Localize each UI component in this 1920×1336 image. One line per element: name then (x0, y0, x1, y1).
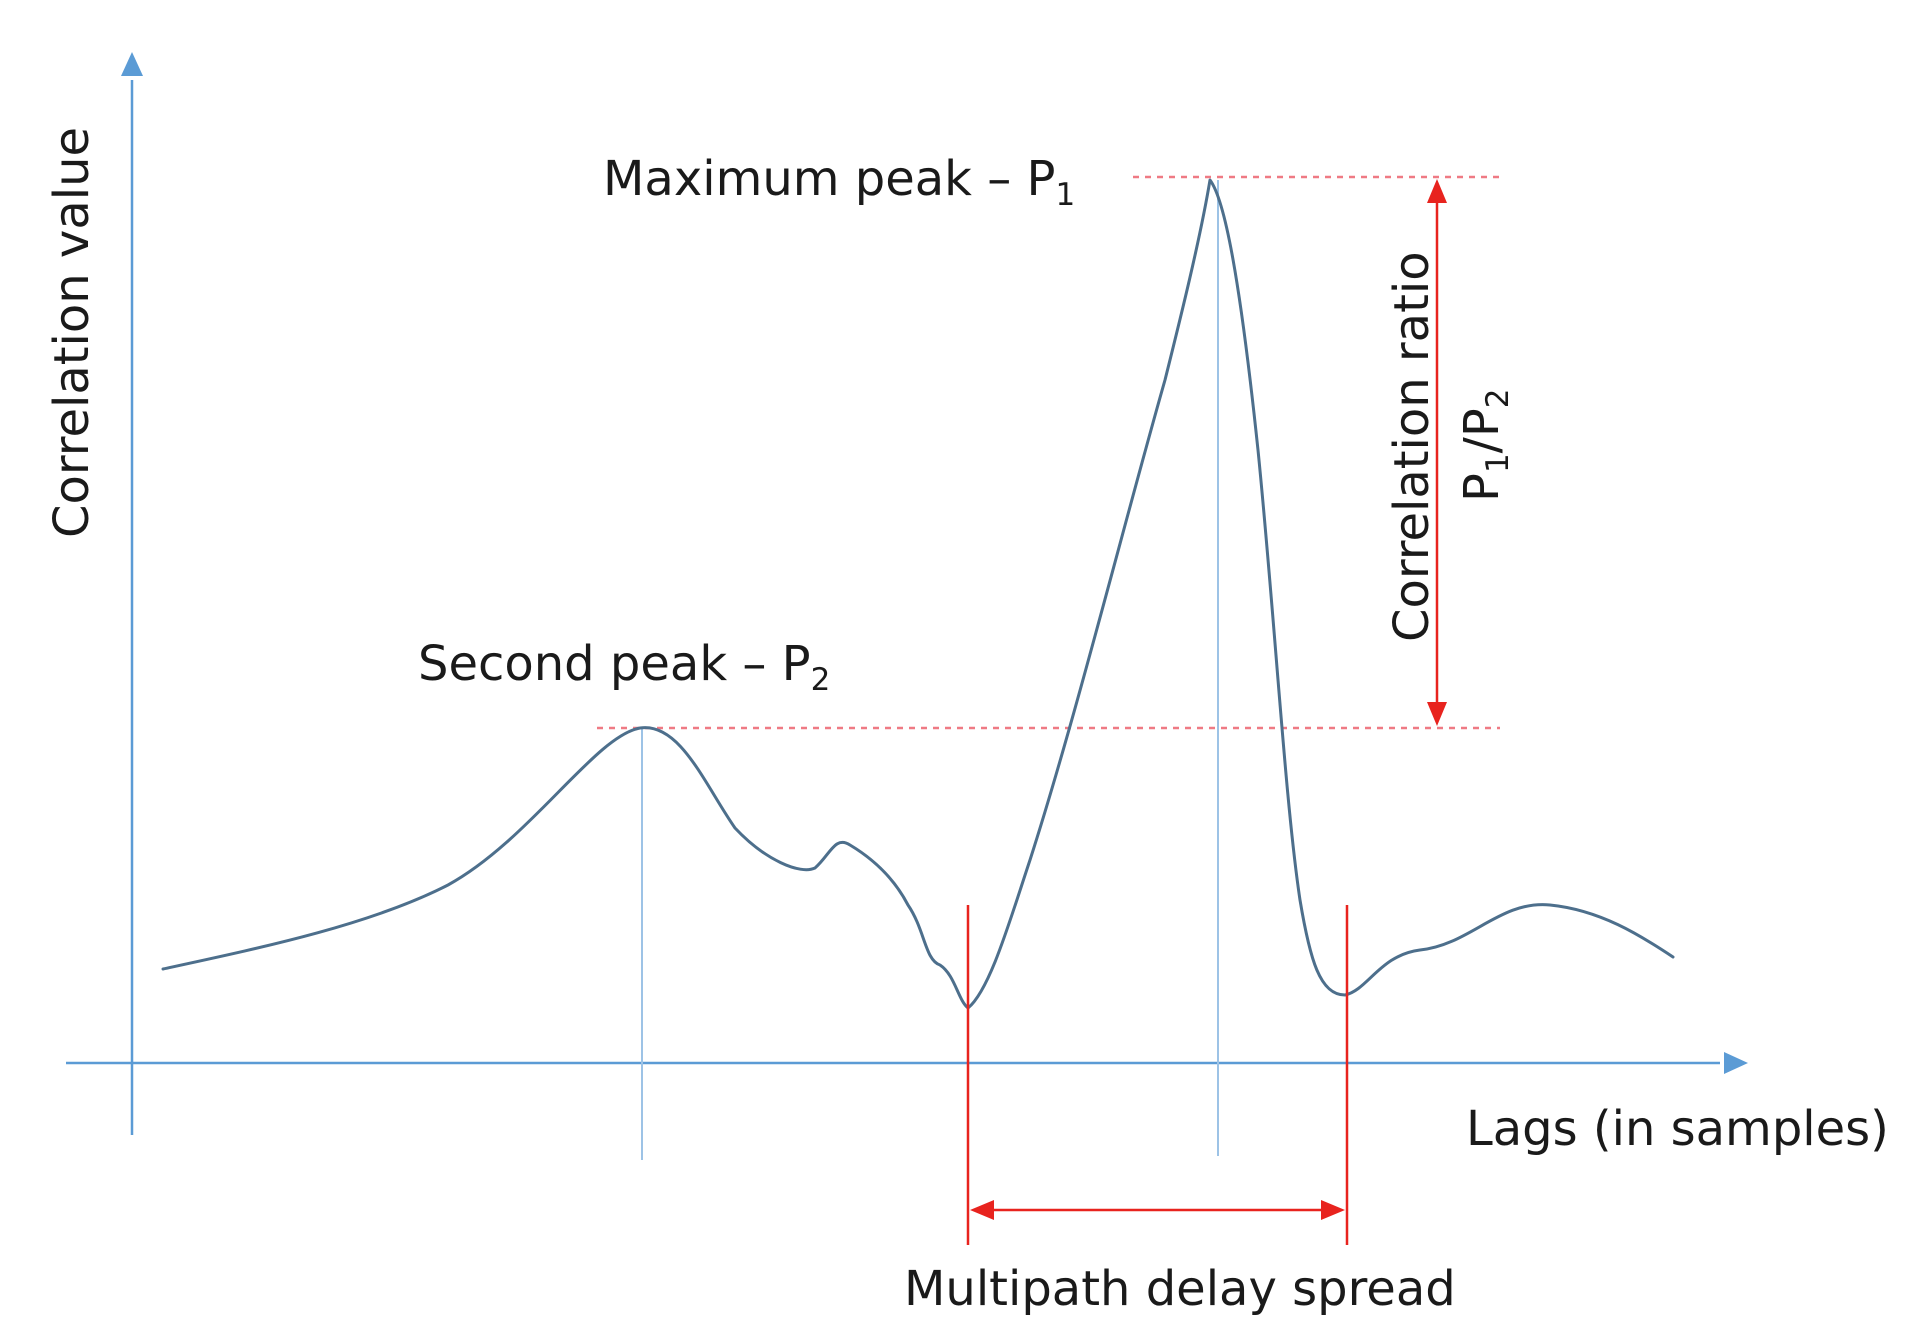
y-axis-arrowhead-icon (121, 52, 143, 76)
max-peak-label-sub: 1 (1055, 177, 1075, 213)
delay-arrow-left-icon (970, 1200, 994, 1220)
second-peak-label-main: Second peak – P (418, 636, 811, 692)
ratio-formula-sub1: 1 (1480, 453, 1516, 473)
x-axis-label: Lags (in samples) (1466, 1101, 1889, 1157)
ratio-arrow-bottom-icon (1427, 702, 1447, 726)
ratio-formula-label: P1/P2 (1454, 388, 1516, 502)
ratio-arrow-top-icon (1427, 179, 1447, 203)
second-peak-label-sub: 2 (811, 662, 831, 698)
x-axis (66, 1052, 1748, 1074)
correlation-ratio-arrow (1427, 179, 1447, 726)
y-axis (121, 52, 143, 1135)
max-peak-label: Maximum peak – P1 (603, 151, 1075, 213)
correlation-curve (161, 178, 1675, 1010)
x-axis-arrowhead-icon (1724, 1052, 1748, 1074)
delay-spread-bracket (966, 905, 1349, 1245)
ratio-formula-p: P (1454, 473, 1510, 502)
ratio-formula-sub2: 2 (1480, 388, 1516, 408)
y-axis-label: Correlation value (44, 127, 100, 538)
delay-spread-label: Multipath delay spread (904, 1261, 1456, 1317)
delay-arrow-right-icon (1321, 1200, 1345, 1220)
correlation-ratio-label: Correlation ratio (1384, 251, 1440, 642)
max-peak-label-main: Maximum peak – P (603, 151, 1055, 207)
ratio-formula-slash: /P (1454, 408, 1510, 453)
second-peak-label: Second peak – P2 (418, 636, 830, 698)
